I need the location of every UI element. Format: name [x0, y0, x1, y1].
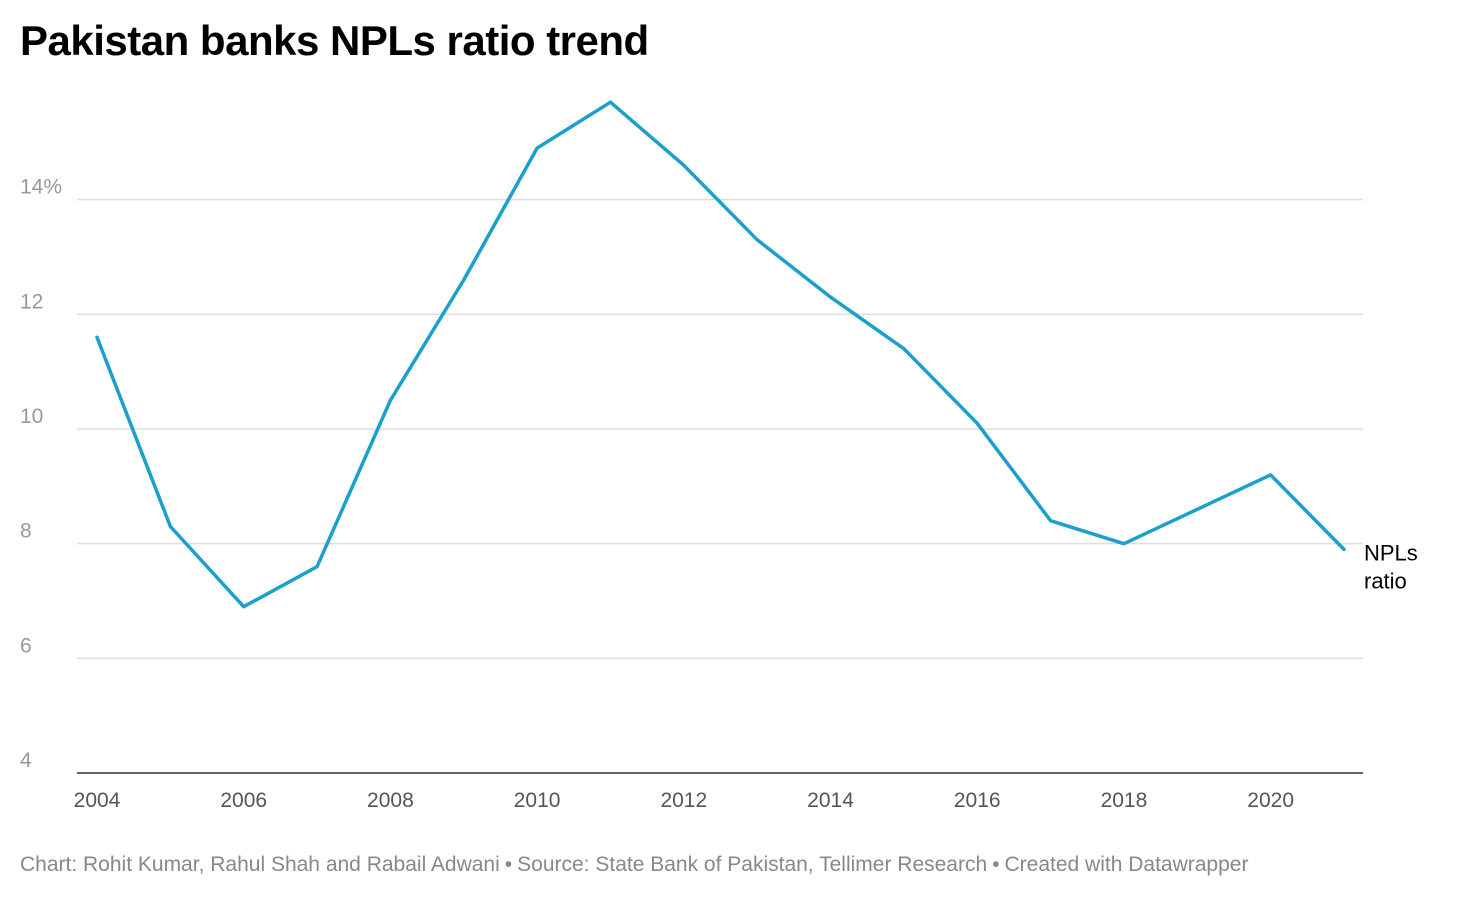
x-tick-label: 2016	[954, 789, 1001, 812]
chart-footer: Chart: Rohit Kumar, Rahul Shah and Rabai…	[20, 853, 1248, 877]
y-tick-label: 10	[20, 405, 43, 428]
series-label-line: ratio	[1364, 568, 1407, 593]
x-tick-label: 2014	[807, 789, 854, 812]
x-tick-label: 2020	[1247, 789, 1294, 812]
y-tick-label: 14%	[20, 176, 62, 199]
gridlines	[77, 198, 1363, 660]
series-label-line: NPLs	[1364, 540, 1418, 565]
x-tick-label: 2004	[74, 789, 121, 812]
y-axis-ticks: 4 6 8 10 12 14%	[20, 176, 62, 772]
series-layer	[95, 100, 1346, 609]
series-label: NPLs ratio	[1364, 540, 1418, 593]
chart-title: Pakistan banks NPLs ratio trend	[20, 17, 649, 64]
x-tick-label: 2012	[660, 789, 707, 812]
series-line	[95, 100, 1346, 609]
y-tick-label: 8	[20, 520, 32, 543]
footer-separator: •	[992, 853, 1000, 876]
footer-separator: •	[504, 853, 513, 876]
x-tick-label: 2008	[367, 789, 414, 812]
x-tick-label: 2006	[220, 789, 267, 812]
y-tick-label: 6	[20, 634, 32, 657]
footer-created-with: Created with Datawrapper	[1004, 853, 1249, 876]
x-axis-ticks: 2004 2006 2008 2010 2012 2014 2016 2018 2020	[74, 789, 1294, 812]
series-labels: NPLs ratio	[1364, 540, 1418, 593]
footer-source: Source: State Bank of Pakistan, Tellimer…	[517, 853, 988, 876]
x-tick-label: 2018	[1101, 789, 1148, 812]
x-tick-label: 2010	[514, 789, 561, 812]
footer-credit: Chart: Rohit Kumar, Rahul Shah and Rabai…	[20, 853, 500, 876]
y-tick-label: 12	[20, 290, 43, 313]
y-tick-label: 4	[20, 749, 32, 772]
